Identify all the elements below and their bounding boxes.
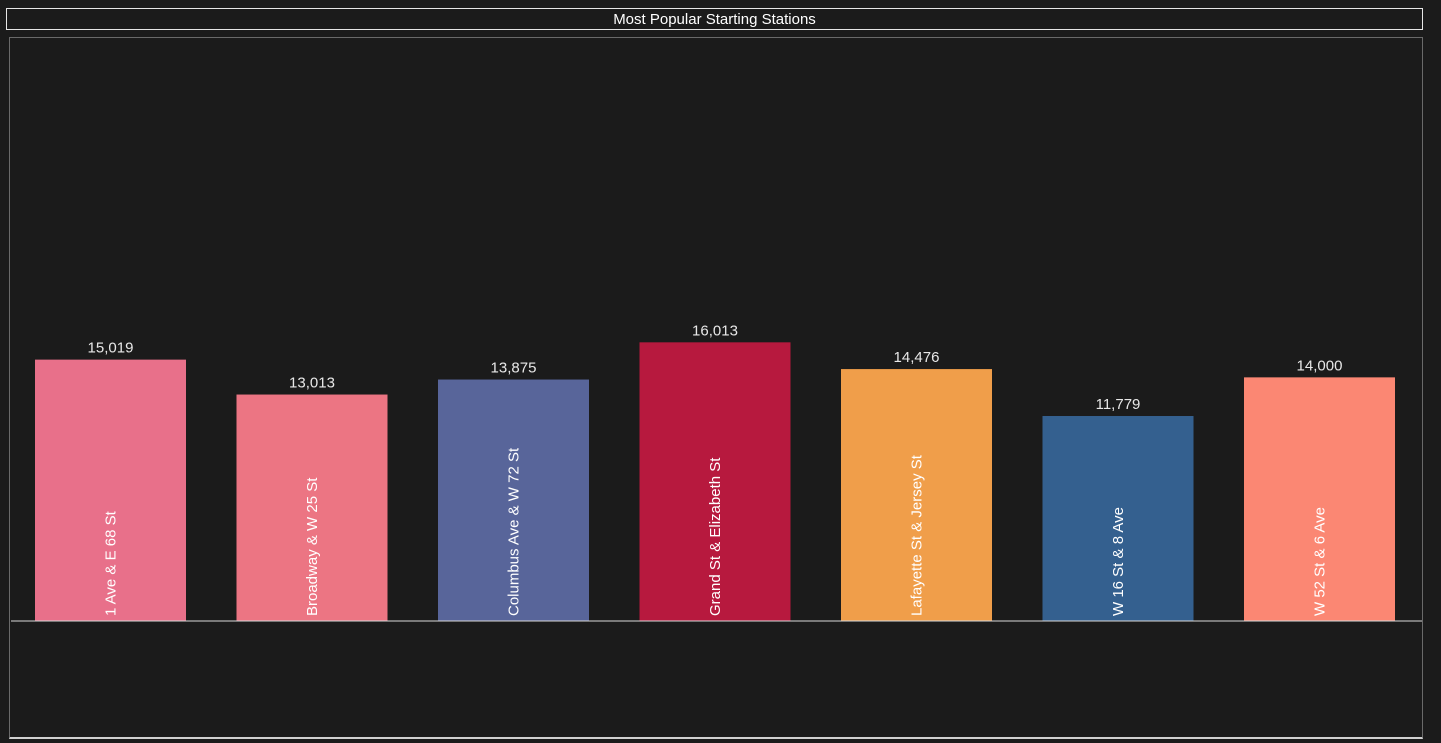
bar-6 [1042, 416, 1194, 621]
value-label-1: 15,019 [88, 340, 134, 357]
category-label-4: Grand St & Elizabeth St [707, 457, 724, 616]
category-label-2: Broadway & W 25 St [304, 477, 321, 616]
category-label-3: Columbus Ave & W 72 St [506, 447, 523, 616]
bar-5 [841, 369, 992, 621]
value-label-3: 13,875 [491, 360, 537, 377]
category-label-1: 1 Ave & E 68 St [103, 510, 120, 616]
category-label-7: W 52 St & 6 Ave [1312, 507, 1329, 616]
value-label-4: 16,013 [692, 322, 738, 339]
chart-frame [9, 37, 1423, 739]
value-label-5: 14,476 [894, 349, 940, 366]
bar-2 [236, 394, 388, 621]
category-label-5: Lafayette St & Jersey St [909, 454, 926, 616]
bar-1 [35, 359, 186, 621]
chart-title: Most Popular Starting Stations [6, 8, 1423, 30]
category-label-6: W 16 St & 8 Ave [1110, 507, 1127, 616]
bar-3 [438, 379, 589, 621]
value-label-7: 14,000 [1297, 357, 1343, 374]
bar-4 [639, 342, 791, 621]
value-label-2: 13,013 [289, 375, 335, 392]
value-label-6: 11,779 [1096, 396, 1141, 413]
bar-7 [1244, 377, 1395, 621]
